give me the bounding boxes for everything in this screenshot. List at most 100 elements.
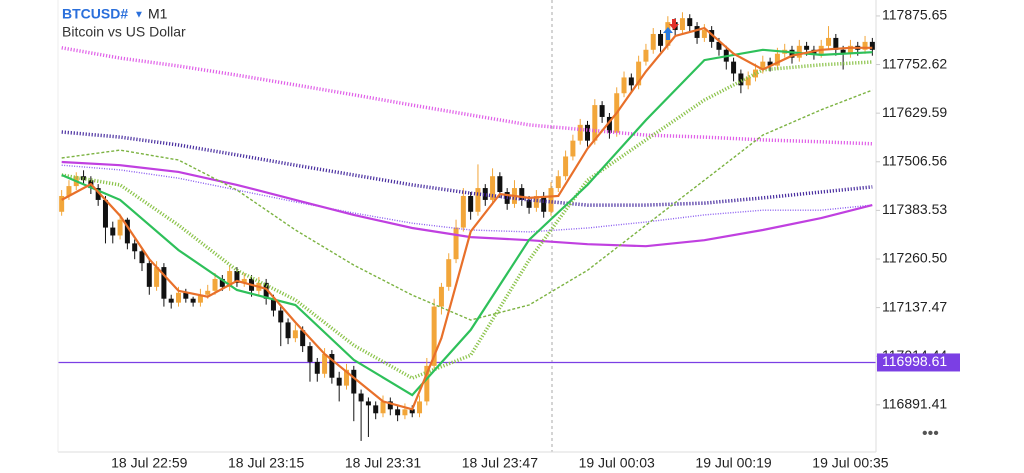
candle-body	[234, 271, 240, 283]
candle-body	[577, 124, 583, 141]
candle-body	[847, 45, 853, 54]
candle-body	[745, 77, 751, 86]
timeframe[interactable]: M1	[148, 6, 168, 22]
candle-body	[154, 267, 160, 287]
candle-body	[606, 116, 612, 133]
candle-body	[161, 267, 167, 299]
candle-body	[292, 330, 298, 339]
candle-body	[183, 292, 189, 299]
candle-body	[285, 322, 291, 339]
indicator-line	[61, 160, 873, 248]
candle-body	[227, 271, 233, 287]
candle-body	[563, 156, 569, 177]
candle-body	[395, 409, 401, 416]
candle-body	[475, 188, 481, 212]
candle-body	[460, 195, 466, 228]
candle-body	[555, 176, 561, 189]
candle-body	[585, 124, 591, 141]
candle-body	[190, 298, 196, 303]
candle-body	[490, 176, 496, 200]
symbol[interactable]: BTCUSD#	[62, 6, 128, 22]
candle-body	[197, 294, 203, 303]
x-tick-label: 18 Jul 23:15	[228, 455, 304, 471]
candle-body	[694, 26, 700, 38]
candle-body	[409, 409, 415, 414]
candle-body	[117, 219, 123, 236]
candle-body	[336, 377, 342, 386]
candle-body	[343, 369, 349, 386]
candle-body	[599, 105, 605, 117]
dropdown-icon[interactable]: ▼	[134, 10, 144, 21]
candle-body	[124, 219, 130, 244]
subtitle: Bitcoin vs US Dollar	[62, 24, 186, 40]
candle-body	[373, 405, 379, 414]
candle-body	[387, 401, 393, 410]
candle-body	[66, 186, 72, 196]
candle-body	[826, 37, 832, 46]
candle-body	[789, 49, 795, 58]
candle-body	[731, 61, 737, 74]
candle-body	[417, 401, 423, 414]
candle-body	[278, 310, 284, 323]
x-tick-label: 18 Jul 23:31	[345, 455, 421, 471]
candle-body	[424, 365, 430, 402]
price-label: 116998.61	[882, 353, 947, 369]
candle-body	[497, 176, 503, 193]
candle-body	[840, 49, 846, 54]
candle-body	[132, 243, 138, 252]
candle-body	[658, 33, 664, 46]
candle-body	[263, 282, 269, 299]
x-tick-label: 19 Jul 00:19	[695, 455, 771, 471]
indicator-line	[61, 164, 873, 233]
candle-body	[687, 18, 693, 27]
y-tick-label: 117137.47	[882, 298, 947, 314]
candle-body	[59, 195, 65, 212]
candle-body	[139, 251, 145, 264]
indicator-line	[61, 89, 873, 321]
candle-body	[774, 53, 780, 66]
candle-body	[176, 292, 182, 303]
candle-body	[146, 263, 152, 287]
candle-body	[219, 278, 225, 287]
candle-body	[701, 30, 707, 38]
candle-body	[628, 77, 634, 86]
x-tick-label: 18 Jul 23:47	[462, 455, 538, 471]
candle-body	[358, 393, 364, 402]
buy-arrow	[663, 27, 673, 40]
candle-body	[636, 61, 642, 86]
candle-body	[650, 33, 656, 50]
candle-body	[767, 61, 773, 66]
indicator-line	[61, 48, 873, 397]
candle-body	[380, 401, 386, 414]
candle-body	[241, 278, 247, 283]
indicator-line	[61, 46, 873, 146]
x-tick-label: 19 Jul 00:35	[812, 455, 888, 471]
indicator-line	[61, 26, 873, 411]
candle-body	[796, 45, 802, 58]
x-tick-label: 18 Jul 22:59	[111, 455, 187, 471]
candle-body	[833, 37, 839, 50]
candle-body	[482, 188, 488, 200]
more-button[interactable]: •••	[922, 425, 939, 442]
plot-area	[58, 12, 876, 441]
y-tick-label: 117383.53	[882, 201, 947, 217]
candle-body	[679, 18, 685, 31]
candle-body	[351, 369, 357, 394]
x-tick-label: 19 Jul 00:03	[579, 455, 655, 471]
candle-body	[446, 259, 452, 287]
y-tick-label: 117629.59	[882, 104, 947, 120]
candle-body	[592, 105, 598, 141]
candle-body	[431, 306, 437, 366]
candle-body	[519, 188, 525, 200]
candle-body	[548, 188, 554, 212]
candle-body	[110, 227, 116, 236]
candle-body	[168, 298, 174, 303]
sell-arrow	[669, 19, 679, 30]
candle-body	[709, 30, 715, 42]
y-tick-label: 117875.65	[882, 7, 947, 23]
indicator-line	[61, 130, 873, 207]
candle-body	[716, 41, 722, 50]
y-tick-label: 116891.41	[882, 396, 947, 412]
